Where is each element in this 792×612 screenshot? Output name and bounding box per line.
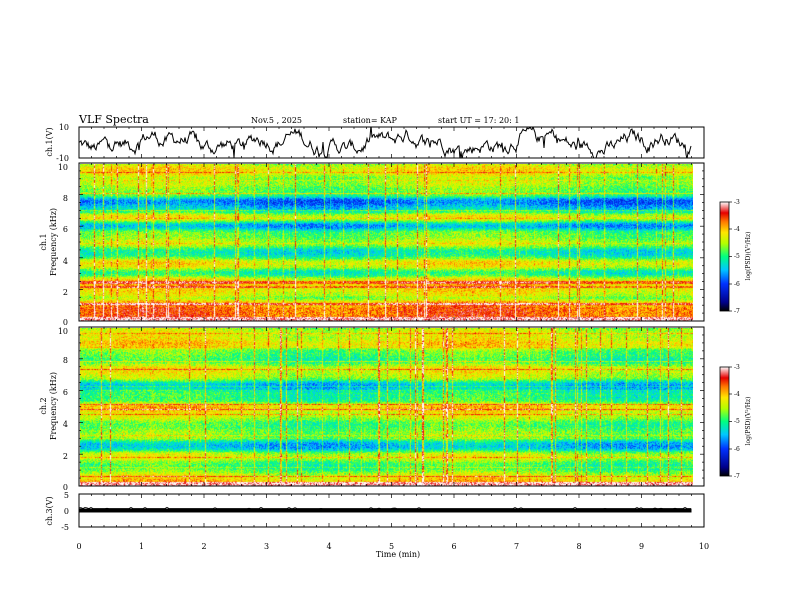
ch2-colorbar-label-m5: -5 — [734, 418, 740, 425]
ch1-colorbar-label-m7: -7 — [734, 308, 740, 315]
ch1-waveform-ylabel: ch.1(V) — [45, 127, 54, 156]
ch2-colorbar-gradient — [719, 366, 730, 477]
ch1-colorbar-label-m3: -3 — [734, 199, 740, 206]
ch1-colorbar-gradient — [719, 201, 730, 312]
ch1-waveform-ticks — [78, 127, 705, 158]
x-tick-label-9: 9 — [639, 542, 644, 551]
panel-ch3-waveform: 5 0 -5 ch.3(V) — [45, 491, 705, 532]
ch2-colorbar-label-m3: -3 — [734, 364, 740, 371]
panel-ch1-spectrogram: 0 2 4 6 8 10 ch.1 Frequency (kHz) — [39, 162, 705, 327]
ch2-ytick-4: 4 — [63, 420, 68, 429]
time-axis-label: Time (min) — [376, 550, 420, 559]
ch1-spectrogram-ylabel: Frequency (kHz) — [49, 208, 58, 276]
ch3-ytick-top: 5 — [64, 491, 69, 500]
figure-title: VLF Spectra — [78, 113, 149, 126]
ch3-waveform-edge — [79, 506, 691, 509]
ch1-colorbar-title: log(PSD)(V²/Hz) — [745, 232, 752, 281]
ch1-ytick-10: 10 — [58, 163, 68, 172]
ch1-ytick-bottom: -10 — [56, 154, 69, 163]
x-tick-label-8: 8 — [576, 542, 581, 551]
date-label: Nov.5 , 2025 — [251, 116, 302, 125]
ch1-ytick-2: 2 — [63, 288, 68, 297]
ch1-ytick-6: 6 — [63, 225, 68, 234]
ch1-ytick-0: 0 — [63, 318, 68, 327]
x-tick-label-6: 6 — [451, 542, 456, 551]
ch3-waveform-ylabel: ch.3(V) — [45, 496, 54, 525]
ch2-frequency-tick-labels: 0 2 4 6 8 10 — [58, 327, 68, 492]
ch2-colorbar-label-m7: -7 — [734, 473, 740, 480]
x-tick-label-2: 2 — [201, 542, 206, 551]
ch1-ytick-4: 4 — [63, 257, 68, 266]
ch2-spectrogram-channel-label: ch.2 — [39, 397, 48, 414]
station-label: station= KAP — [343, 116, 398, 125]
ch1-ytick-8: 8 — [63, 194, 68, 203]
ch1-colorbar-ticks — [729, 201, 732, 312]
ch1-colorbar-label-m5: -5 — [734, 253, 740, 260]
ch2-ytick-8: 8 — [63, 356, 68, 365]
ch2-colorbar-title: log(PSD)(V²/Hz) — [745, 397, 752, 446]
ch1-frequency-tick-labels: 0 2 4 6 8 10 — [58, 163, 68, 327]
ch1-waveform-line — [79, 127, 692, 158]
ch3-waveform-band-group — [79, 506, 692, 513]
x-tick-label-10: 10 — [699, 542, 709, 551]
x-tick-label-1: 1 — [139, 542, 144, 551]
ch2-colorbar-label-m6: -6 — [734, 446, 740, 453]
x-tick-label-4: 4 — [326, 542, 331, 551]
ch1-waveform-line-group — [79, 127, 692, 158]
ch2-ytick-6: 6 — [63, 388, 68, 397]
ch2-spectrogram-ylabel: Frequency (kHz) — [49, 372, 58, 440]
ch2-ytick-10: 10 — [58, 327, 68, 336]
ch3-waveform-ticks — [78, 494, 705, 527]
ch3-ytick-mid: 0 — [64, 507, 69, 516]
ch1-spectrogram-channel-label: ch.1 — [39, 233, 48, 250]
ch1-colorbar: -3 -4 -5 -6 -7 log(PSD)(V²/Hz) — [719, 199, 752, 315]
panel-ch1-waveform: 10 -10 ch.1(V) — [45, 123, 705, 163]
ch1-spectrogram-image — [80, 164, 693, 321]
ch3-waveform-band — [79, 508, 692, 513]
ch2-colorbar-ticks — [729, 366, 732, 477]
ch1-ytick-top: 10 — [59, 123, 69, 132]
start-time-label: start UT = 17: 20: 1 — [438, 116, 519, 125]
ch2-colorbar: -3 -4 -5 -6 -7 log(PSD)(V²/Hz) — [719, 364, 752, 480]
time-axis-tick-labels: 0 1 2 3 4 5 6 7 8 9 10 — [76, 542, 709, 551]
ch2-spectrogram-ticks — [78, 326, 705, 487]
ch2-ytick-0: 0 — [63, 483, 68, 492]
ch2-colorbar-label-m4: -4 — [734, 391, 740, 398]
ch2-spectrogram-image — [80, 328, 693, 486]
x-tick-label-3: 3 — [264, 542, 269, 551]
x-tick-label-0: 0 — [76, 542, 81, 551]
ch1-spectrogram-ticks — [78, 162, 705, 322]
ch2-ytick-2: 2 — [63, 452, 68, 461]
panel-ch2-spectrogram: 0 2 4 6 8 10 ch.2 Frequency (kHz) — [39, 326, 705, 492]
ch1-colorbar-label-m4: -4 — [734, 226, 740, 233]
ch3-ytick-bottom: -5 — [61, 523, 69, 532]
x-tick-label-5: 5 — [389, 542, 394, 551]
ch1-colorbar-label-m6: -6 — [734, 281, 740, 288]
x-tick-label-7: 7 — [514, 542, 519, 551]
